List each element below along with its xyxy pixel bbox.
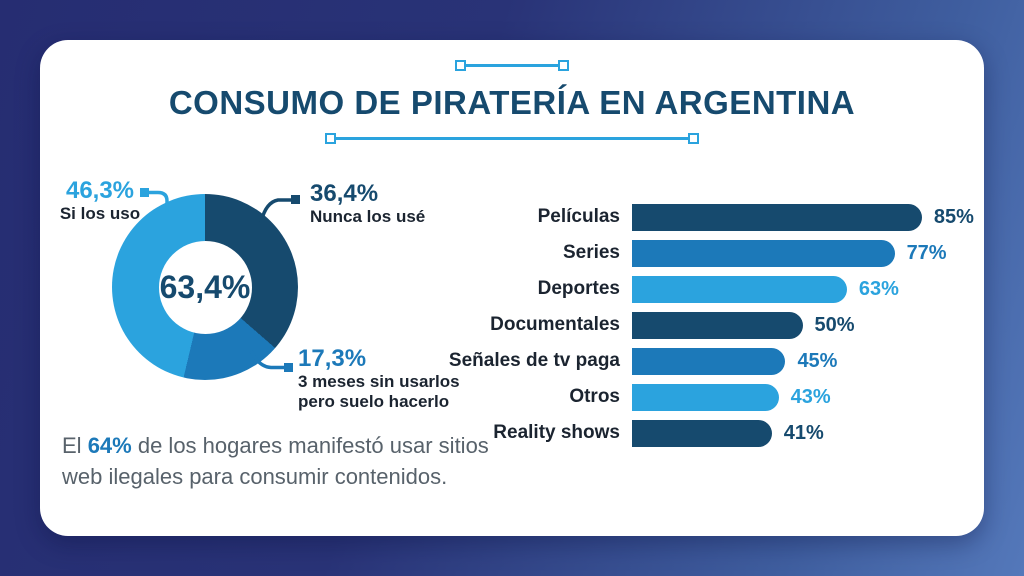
bar-value-label: 45% — [797, 349, 838, 372]
bar-category-label: Deportes — [537, 278, 620, 299]
bar-row: Señales de tv paga 45% — [440, 343, 984, 379]
callout-si-uso-value: 46,3% — [65, 177, 135, 204]
footnote-highlight: 64% — [87, 433, 132, 458]
bar-row: Películas 85% — [440, 199, 984, 235]
bar-row: Series 77% — [440, 235, 984, 271]
callout-tres-meses: 17,3% 3 meses sin usarlos pero suelo hac… — [298, 346, 460, 412]
donut-hole: 63,4% — [158, 240, 252, 334]
callout-si-uso: 46,3% Si los uso — [54, 178, 146, 224]
bar-chart: Películas 85% Series 77% Deportes 63% Document… — [440, 199, 984, 451]
callout-tres-meses-label1: 3 meses sin usarlos — [298, 372, 460, 391]
callout-nunca-label: Nunca los usé — [310, 207, 426, 226]
connector-square-tres-meses — [284, 363, 293, 372]
bar-row: Reality shows 41% — [440, 415, 984, 451]
bar — [632, 419, 772, 447]
bar — [632, 347, 786, 375]
infographic-card: CONSUMO DE PIRATERÍA EN ARGENTINA 63,4% … — [40, 40, 984, 536]
connector-square-nunca — [291, 195, 300, 204]
bar-row: Otros 43% — [440, 379, 984, 415]
bar-row: Deportes 63% — [440, 271, 984, 307]
callout-tres-meses-label2: pero suelo hacerlo — [298, 392, 450, 411]
bar — [632, 239, 895, 267]
donut-chart: 63,4% — [112, 194, 298, 380]
bar-category-label: Reality shows — [493, 422, 620, 443]
bar-category-label: Películas — [537, 206, 620, 227]
bar — [632, 203, 922, 231]
bar — [632, 311, 803, 339]
decorative-line-top — [455, 60, 569, 71]
bar-value-label: 50% — [814, 313, 855, 336]
bar-category-label: Otros — [569, 386, 620, 407]
bar-value-label: 77% — [906, 241, 947, 264]
page-title: CONSUMO DE PIRATERÍA EN ARGENTINA — [168, 84, 856, 121]
callout-nunca: 36,4% Nunca los usé — [310, 181, 425, 227]
footnote-line2: web ilegales para consumir contenidos. — [62, 464, 448, 489]
bar-row: Documentales 50% — [440, 307, 984, 343]
footnote: El 64% de los hogares manifestó usar sit… — [62, 430, 522, 492]
callout-nunca-value: 36,4% — [310, 180, 379, 207]
bar — [632, 383, 779, 411]
bar — [632, 275, 847, 303]
bar-category-label: Documentales — [490, 314, 620, 335]
bar-category-label: Series — [562, 242, 620, 263]
footnote-line1: de los hogares manifestó usar sitios — [131, 433, 489, 458]
donut-center-value: 63,4% — [159, 268, 251, 305]
callout-tres-meses-value: 17,3% — [298, 345, 367, 372]
footnote-lead: El — [62, 433, 88, 458]
callout-si-uso-label: Si los uso — [59, 204, 141, 223]
decorative-line-bottom — [325, 133, 699, 144]
bar-value-label: 43% — [790, 385, 831, 408]
bar-category-label: Señales de tv paga — [448, 350, 620, 371]
bar-value-label: 63% — [858, 277, 899, 300]
bar-value-label: 41% — [783, 421, 824, 444]
bar-value-label: 85% — [933, 205, 974, 228]
